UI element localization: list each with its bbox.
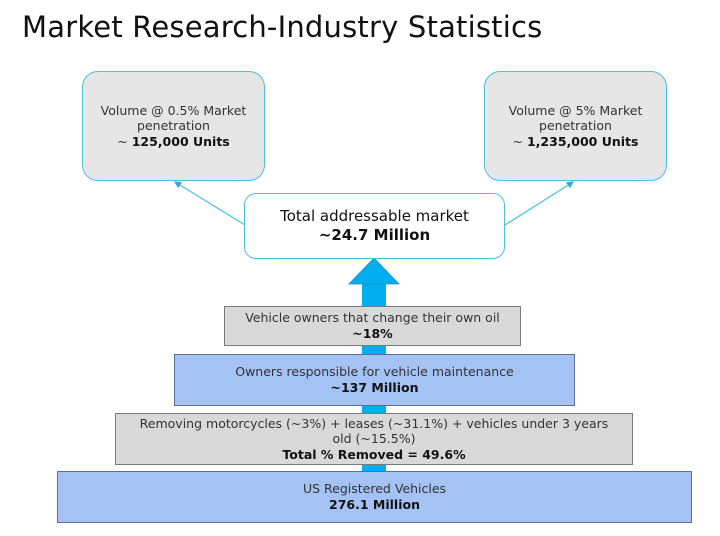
funnel-own-oil-value: ~18% bbox=[352, 326, 393, 341]
funnel-removals-label-line1: Removing motorcycles (~3%) + leases (~31… bbox=[139, 415, 609, 431]
total-addressable-market-box: Total addressable market ~24.7 Million bbox=[244, 193, 505, 259]
callout-right-value-row: ~ 1,235,000 Units bbox=[513, 134, 639, 150]
up-arrow-icon bbox=[348, 257, 400, 285]
callout-low-penetration: Volume @ 0.5% Market penetration ~ 125,0… bbox=[82, 71, 265, 181]
connector-left bbox=[173, 181, 246, 226]
funnel-maintenance-owners: Owners responsible for vehicle maintenan… bbox=[174, 354, 575, 406]
callout-left-value-row: ~ 125,000 Units bbox=[117, 134, 230, 150]
funnel-own-oil-change: Vehicle owners that change their own oil… bbox=[224, 306, 521, 346]
funnel-removals: Removing motorcycles (~3%) + leases (~31… bbox=[115, 413, 633, 465]
connector-right bbox=[504, 181, 575, 226]
funnel-maintenance-value: ~137 Million bbox=[330, 380, 419, 395]
callout-left-line2: penetration bbox=[137, 118, 210, 134]
callout-right-value: 1,235,000 Units bbox=[526, 133, 639, 149]
funnel-own-oil-label: Vehicle owners that change their own oil bbox=[245, 310, 500, 326]
callout-left-value: 125,000 Units bbox=[131, 133, 230, 149]
tam-value: ~24.7 Million bbox=[318, 226, 431, 244]
callout-right-line2: penetration bbox=[539, 118, 612, 134]
callout-high-penetration: Volume @ 5% Market penetration ~ 1,235,0… bbox=[484, 71, 667, 181]
funnel-removals-value: Total % Removed = 49.6% bbox=[282, 446, 466, 462]
callout-right-prefix: ~ bbox=[512, 133, 527, 149]
funnel-registered-label: US Registered Vehicles bbox=[302, 481, 447, 497]
funnel-registered-value: 276.1 Million bbox=[329, 497, 420, 512]
callout-right-line1: Volume @ 5% Market bbox=[508, 102, 643, 118]
funnel-us-registered-vehicles: US Registered Vehicles 276.1 Million bbox=[57, 471, 692, 523]
callout-left-prefix: ~ bbox=[117, 133, 132, 149]
tam-label: Total addressable market bbox=[280, 207, 469, 226]
page-title: Market Research-Industry Statistics bbox=[22, 10, 543, 44]
funnel-removals-label-line2: old (~15.5%) bbox=[332, 431, 416, 447]
callout-left-line1: Volume @ 0.5% Market bbox=[100, 102, 247, 118]
funnel-maintenance-label: Owners responsible for vehicle maintenan… bbox=[235, 364, 514, 380]
